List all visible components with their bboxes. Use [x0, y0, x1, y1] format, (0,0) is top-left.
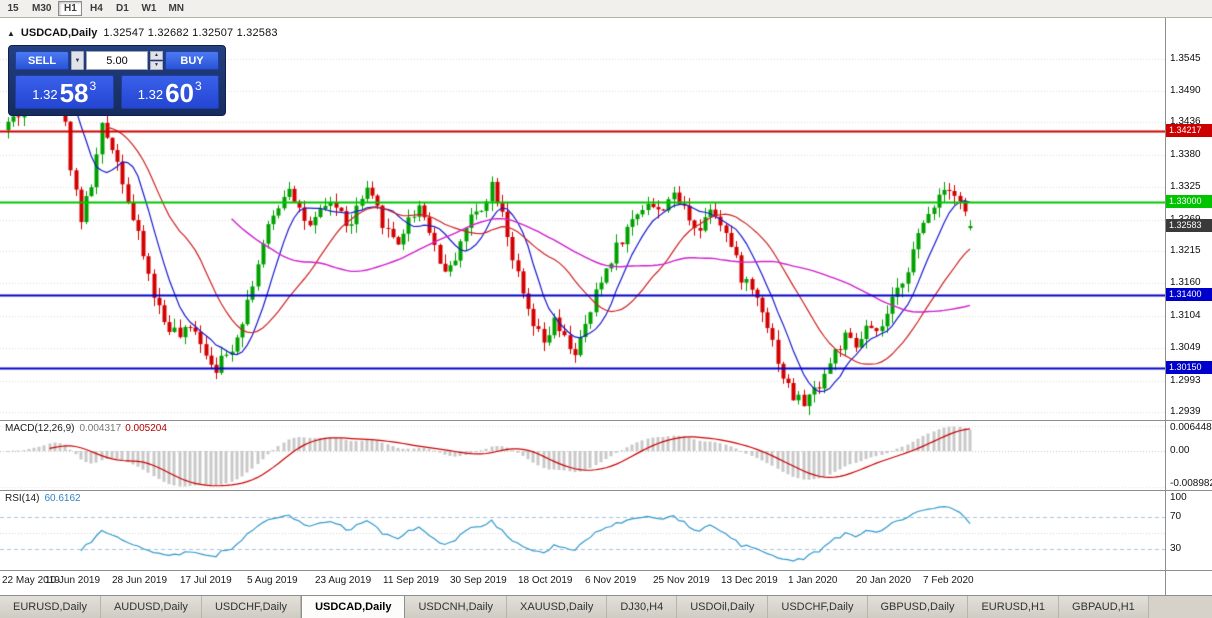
rsi-axis-label: 70 — [1170, 511, 1182, 522]
sell-price-figure: 1.32 — [32, 87, 58, 102]
rsi-panel-canvas[interactable] — [0, 490, 1165, 570]
macd-value: 0.004317 — [79, 423, 122, 434]
chart-tab-gbpusd-daily[interactable]: GBPUSD,Daily — [867, 596, 969, 618]
buy-price-point: 3 — [195, 79, 202, 93]
date-axis: 22 May 2019 10 Jun 2019 28 Jun 2019 17 Jul … — [0, 570, 1165, 595]
chart-tab-eurusd-daily[interactable]: EURUSD,Daily — [0, 596, 101, 618]
date-axis-label: 22 May 2019 — [2, 575, 60, 586]
price-axis-label: 1.3104 — [1170, 309, 1201, 321]
chart-tab-dj30-h4[interactable]: DJ30,H4 — [607, 596, 678, 618]
timeframe-button-h1[interactable]: H1 — [58, 1, 83, 16]
date-axis-label: 28 Jun 2019 — [112, 575, 168, 586]
panel-separator[interactable] — [0, 420, 1212, 421]
date-axis-label: 25 Nov 2019 — [653, 575, 710, 586]
volume-decrement-button[interactable]: ▼ — [150, 61, 163, 70]
price-axis-label: 1.3160 — [1170, 277, 1201, 289]
date-axis-label: 10 Jun 2019 — [45, 575, 101, 586]
macd-indicator-label: MACD(12,26,9) 0.004317 0.005204 — [5, 423, 167, 434]
timeframe-toolbar: 15 M30 H1 H4 D1 W1 MN — [0, 0, 1212, 18]
macd-signal-value: 0.005204 — [125, 423, 167, 434]
chart-tab-audusd-daily[interactable]: AUDUSD,Daily — [100, 596, 202, 618]
timeframe-button-mn[interactable]: MN — [163, 1, 189, 16]
chart-tab-usdcnh-daily[interactable]: USDCNH,Daily — [405, 596, 508, 618]
price-axis-label: 1.3325 — [1170, 181, 1201, 193]
sell-button[interactable]: SELL — [15, 51, 69, 70]
sell-price-display[interactable]: 1.32 58 3 — [15, 75, 114, 109]
panel-separator[interactable] — [0, 490, 1212, 491]
price-axis: 1.35451.34901.34361.33801.33251.32691.32… — [1166, 0, 1212, 595]
price-axis-label: 1.2939 — [1170, 406, 1201, 417]
timeframe-button-h4[interactable]: H4 — [84, 1, 108, 16]
chart-marker-icon: ▲ — [7, 28, 15, 38]
rsi-axis-label: 30 — [1170, 543, 1182, 554]
price-axis-label: 1.3545 — [1170, 53, 1201, 64]
price-axis-label: 1.3380 — [1170, 149, 1201, 161]
buy-price-figure: 1.32 — [137, 87, 164, 102]
current-price-badge: 1.32583 — [1166, 219, 1212, 232]
macd-axis-label: 0.00 — [1170, 445, 1190, 456]
sell-price-pips: 58 — [59, 78, 89, 108]
chart-tab-gbpaud-h1[interactable]: GBPAUD,H1 — [1059, 596, 1149, 618]
trade-prices-row: 1.32 58 3 1.32 60 3 — [15, 75, 219, 109]
timeframe-button-15[interactable]: 15 — [1, 1, 25, 16]
price-level-badge[interactable]: 1.31400 — [1166, 287, 1212, 301]
chart-tab-usdcad-daily[interactable]: USDCAD,Daily — [301, 596, 406, 618]
price-axis-label: 1.3049 — [1170, 341, 1201, 353]
date-axis-label: 17 Jul 2019 — [180, 575, 232, 586]
macd-panel-canvas[interactable] — [0, 420, 1165, 490]
date-axis-label: 30 Sep 2019 — [450, 575, 507, 586]
price-axis-label: 1.3436 — [1170, 116, 1201, 128]
chart-symbol-label: USDCAD,Daily — [20, 27, 98, 39]
rsi-value: 60.6162 — [44, 493, 81, 504]
rsi-indicator-label: RSI(14) 60.6162 — [5, 493, 81, 504]
volume-input[interactable] — [86, 51, 148, 70]
timeframe-button-m30[interactable]: M30 — [27, 1, 56, 16]
axis-separator — [1165, 18, 1166, 595]
buy-price-display[interactable]: 1.32 60 3 — [120, 75, 219, 109]
date-axis-label: 1 Jan 2020 — [788, 575, 838, 586]
panel-separator — [0, 570, 1212, 571]
macd-axis-label: 0.006448 — [1170, 422, 1212, 433]
date-axis-label: 11 Sep 2019 — [383, 575, 439, 586]
chart-tab-xauusd-daily[interactable]: XAUUSD,Daily — [507, 596, 608, 618]
chart-title: ▲ USDCAD,Daily 1.32547 1.32682 1.32507 1… — [7, 27, 278, 39]
volume-increment-button[interactable]: ▲ — [150, 51, 163, 60]
price-level-badge[interactable]: 1.34217 — [1166, 123, 1212, 137]
date-axis-label: 5 Aug 2019 — [247, 575, 298, 586]
chart-tab-bar: EURUSD,Daily AUDUSD,Daily USDCHF,Daily USDC… — [0, 595, 1212, 618]
rsi-axis-label: 100 — [1170, 492, 1187, 503]
macd-axis-label: -0.008982 — [1170, 478, 1212, 489]
date-axis-label: 20 Jan 2020 — [856, 575, 912, 586]
date-axis-label: 18 Oct 2019 — [518, 575, 573, 586]
price-level-badge[interactable]: 1.30150 — [1166, 360, 1212, 374]
date-axis-label: 13 Dec 2019 — [721, 575, 778, 586]
price-axis-label: 1.2993 — [1170, 374, 1201, 386]
buy-price-pips: 60 — [165, 78, 195, 108]
rsi-name: RSI(14) — [5, 493, 40, 504]
chart-ohlc-values: 1.32547 1.32682 1.32507 1.32583 — [103, 27, 278, 39]
volume-dropdown-button[interactable]: ▼ — [71, 51, 84, 70]
price-axis-label: 1.3490 — [1170, 85, 1201, 97]
chart-tab-usdoil-daily[interactable]: USDOil,Daily — [677, 596, 769, 618]
chart-tab-usdchf-daily[interactable]: USDCHF,Daily — [201, 596, 302, 618]
buy-button[interactable]: BUY — [165, 51, 219, 70]
date-axis-label: 23 Aug 2019 — [315, 575, 372, 586]
macd-name: MACD(12,26,9) — [5, 423, 75, 434]
trade-controls-row: SELL ▼ ▲ ▼ BUY — [15, 51, 219, 70]
date-axis-label: 6 Nov 2019 — [585, 575, 637, 586]
price-level-badge[interactable]: 1.33000 — [1166, 194, 1212, 208]
volume-stepper: ▲ ▼ — [150, 51, 163, 70]
chevron-down-icon: ▼ — [74, 57, 81, 64]
chart-tab-usdchf-daily[interactable]: USDCHF,Daily — [768, 596, 868, 618]
chart-tab-eurusd-h1[interactable]: EURUSD,H1 — [968, 596, 1060, 618]
price-axis-label: 1.3215 — [1170, 245, 1201, 257]
date-axis-label: 7 Feb 2020 — [923, 575, 974, 586]
timeframe-button-d1[interactable]: D1 — [110, 1, 134, 16]
sell-price-point: 3 — [89, 79, 97, 93]
timeframe-button-w1[interactable]: W1 — [136, 1, 161, 16]
